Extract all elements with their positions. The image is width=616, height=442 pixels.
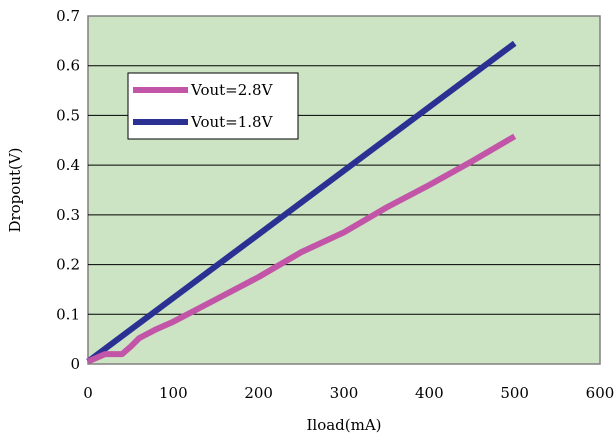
- x-tick-label: 600: [586, 384, 615, 402]
- x-axis-title: Iload(mA): [306, 416, 381, 434]
- y-tick-labels: 0 0.1 0.2 0.3 0.4 0.5 0.6 0.7: [56, 7, 80, 373]
- y-tick-label: 0.6: [56, 57, 80, 75]
- legend-label-vout-1-8v: Vout=1.8V: [190, 113, 274, 131]
- y-tick-label: 0.7: [56, 7, 80, 25]
- y-axis-title: Dropout(V): [6, 147, 24, 232]
- y-tick-label: 0.5: [56, 106, 80, 124]
- y-tick-label: 0.2: [56, 256, 80, 274]
- legend-label-vout-2-8v: Vout=2.8V: [190, 81, 274, 99]
- y-tick-label: 0: [70, 355, 80, 373]
- y-tick-label: 0.4: [56, 156, 80, 174]
- legend-box: [127, 72, 299, 140]
- y-tick-label: 0.3: [56, 206, 80, 224]
- x-tick-labels: 0 100 200 300 400 500 600: [83, 384, 614, 402]
- x-tick-label: 200: [244, 384, 273, 402]
- x-tick-label: 400: [415, 384, 444, 402]
- y-tick-label: 0.1: [56, 305, 80, 323]
- x-tick-label: 100: [159, 384, 188, 402]
- series-line-vout-2-8v: [86, 133, 517, 365]
- x-tick-label: 0: [83, 384, 93, 402]
- legend: Vout=2.8V Vout=1.8V: [127, 72, 299, 140]
- x-tick-label: 300: [330, 384, 359, 402]
- series-line-vout-1-8v: [86, 40, 517, 364]
- plot-area: [87, 15, 601, 365]
- series-lines: [86, 40, 517, 365]
- x-tick-label: 500: [500, 384, 529, 402]
